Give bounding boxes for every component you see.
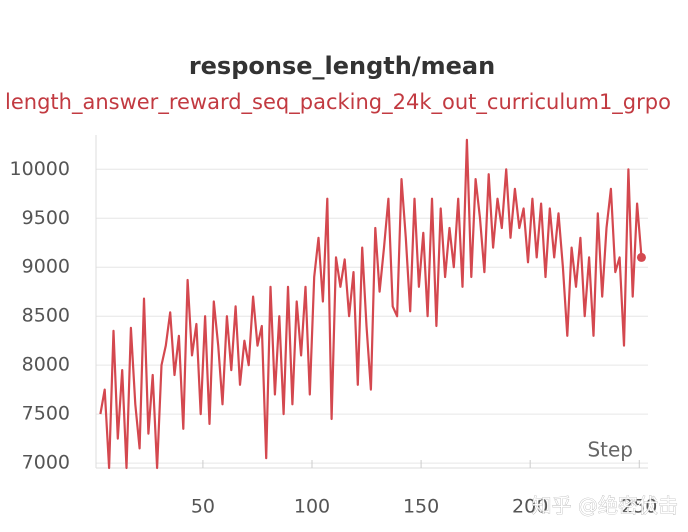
end-point bbox=[636, 252, 646, 262]
y-tick-label: 7000 bbox=[22, 452, 70, 474]
x-tick-label: 200 bbox=[512, 496, 548, 518]
y-tick-label: 10000 bbox=[10, 158, 70, 180]
series-line bbox=[99, 138, 643, 470]
x-axis-label: Step bbox=[587, 438, 633, 462]
chart-title: response_length/mean bbox=[189, 52, 495, 80]
x-tick-label: 100 bbox=[294, 496, 330, 518]
x-tick-label: 250 bbox=[621, 496, 657, 518]
y-tick-label: 9500 bbox=[22, 207, 70, 229]
x-tick-label: 50 bbox=[191, 496, 215, 518]
y-tick-label: 8500 bbox=[22, 305, 70, 327]
y-tick-label: 7500 bbox=[22, 403, 70, 425]
x-tick-label: 150 bbox=[403, 496, 439, 518]
watermark: 知乎 @绝密伏击 bbox=[532, 494, 678, 518]
y-tick-label: 8000 bbox=[22, 354, 70, 376]
y-tick-label: 9000 bbox=[22, 256, 70, 278]
legend-entry: length_answer_reward_seq_packing_24k_out… bbox=[5, 90, 671, 115]
